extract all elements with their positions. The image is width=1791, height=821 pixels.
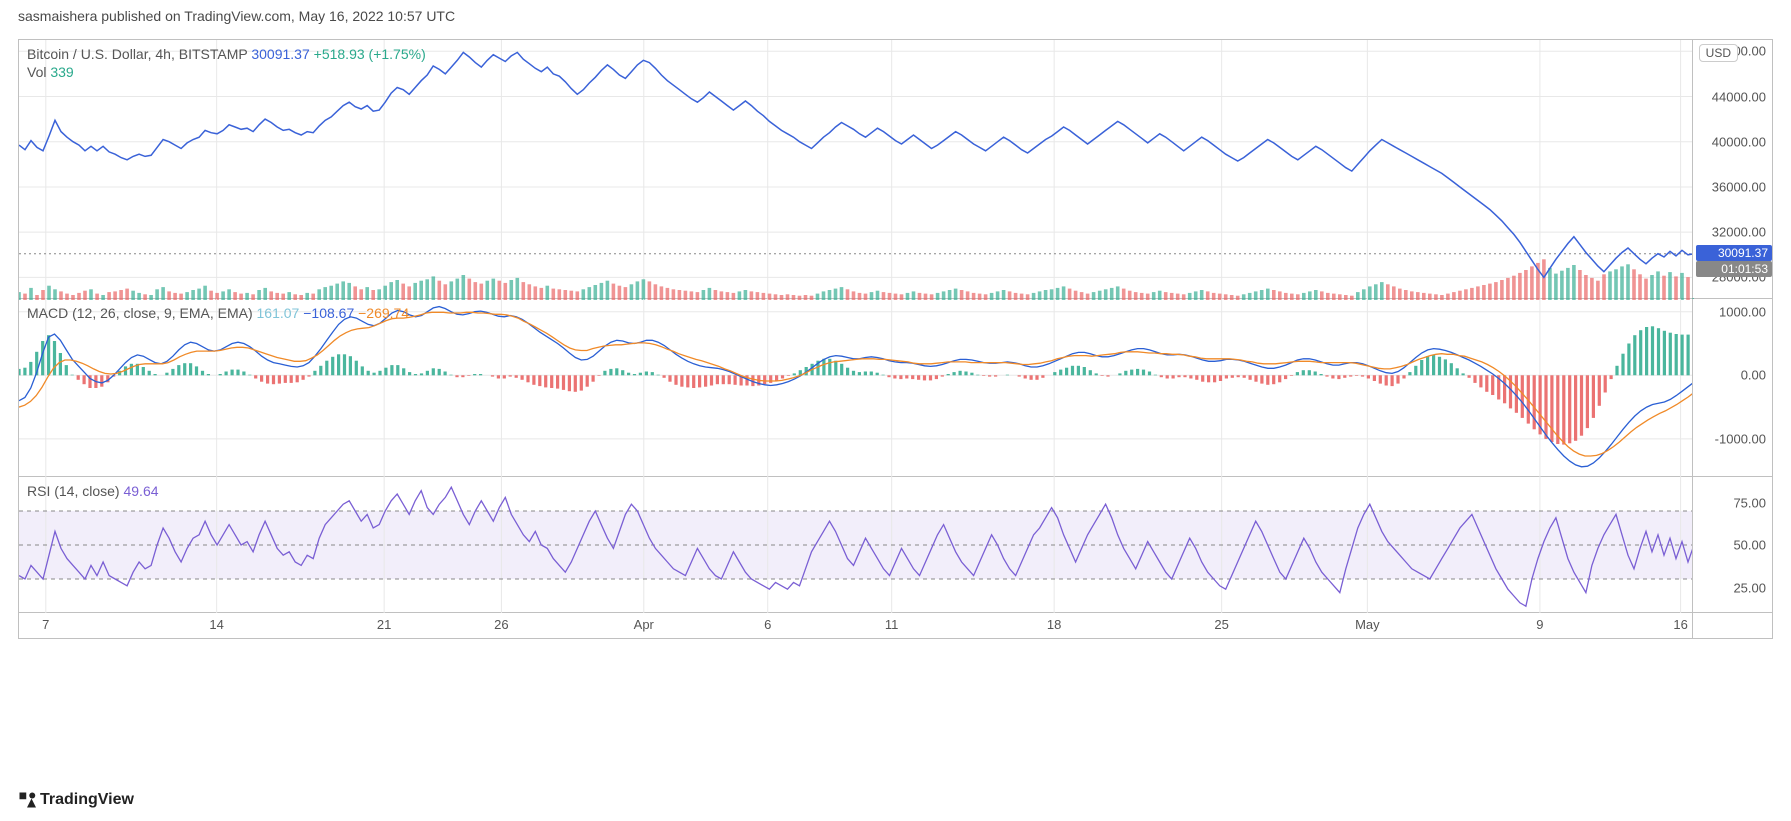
rsi-legend: RSI (14, close) 49.64 [27, 483, 159, 499]
y-tick: -1000.00 [1715, 431, 1766, 446]
price-legend: Bitcoin / U.S. Dollar, 4h, BITSTAMP 3009… [27, 46, 426, 82]
price-change: +518.93 [314, 46, 365, 62]
x-tick: 11 [885, 617, 899, 632]
rsi-title: RSI (14, close) [27, 483, 120, 499]
y-tick: 40000.00 [1712, 134, 1766, 149]
price-label-countdown: 01:01:53 [1696, 261, 1772, 277]
footer-text: TradingView [40, 791, 134, 808]
x-tick: 25 [1214, 617, 1228, 632]
x-tick: 16 [1673, 617, 1687, 632]
y-tick: 75.00 [1733, 495, 1766, 510]
y-tick: 25.00 [1733, 580, 1766, 595]
y-tick: 44000.00 [1712, 89, 1766, 104]
chart-container: USD Bitcoin / U.S. Dollar, 4h, BITSTAMP … [0, 39, 1791, 639]
rsi-pane[interactable]: RSI (14, close) 49.64 75.00 50.00 25.00 [18, 477, 1773, 613]
rsi-value: 49.64 [123, 483, 158, 499]
x-tick: 21 [377, 617, 391, 632]
rsi-chart[interactable] [19, 477, 1694, 613]
x-tick: 14 [209, 617, 223, 632]
macd-y-axis: 1000.00 0.00 -1000.00 [1692, 299, 1772, 476]
price-change-pct: (+1.75%) [369, 46, 426, 62]
macd-legend: MACD (12, 26, close, 9, EMA, EMA) 161.07… [27, 305, 409, 321]
tradingview-icon [18, 791, 36, 809]
rsi-y-axis: 75.00 50.00 25.00 [1692, 477, 1772, 612]
y-tick: 1000.00 [1719, 304, 1766, 319]
price-y-axis: 48000.0044000.0040000.0036000.0032000.00… [1692, 40, 1772, 298]
x-tick: 26 [494, 617, 508, 632]
footer-branding: TradingView [18, 791, 134, 809]
price-last: 30091.37 [251, 46, 309, 62]
x-tick: 7 [42, 617, 49, 632]
price-pane[interactable]: USD Bitcoin / U.S. Dollar, 4h, BITSTAMP … [18, 39, 1773, 299]
x-tick: 9 [1536, 617, 1543, 632]
macd-v3: −269.74 [358, 305, 409, 321]
y-tick: 32000.00 [1712, 225, 1766, 240]
x-axis: 7 14 21 26 Apr 6 11 18 25 May 9 16 [18, 613, 1773, 639]
macd-v1: 161.07 [257, 305, 300, 321]
x-tick: May [1355, 617, 1380, 632]
vol-value: 339 [50, 64, 73, 80]
x-tick: 6 [764, 617, 771, 632]
y-tick: 50.00 [1733, 538, 1766, 553]
x-tick: 18 [1047, 617, 1061, 632]
y-tick: 0.00 [1741, 368, 1766, 383]
vol-label: Vol [27, 64, 46, 80]
macd-v2: −108.67 [303, 305, 354, 321]
currency-badge[interactable]: USD [1699, 44, 1738, 62]
price-title: Bitcoin / U.S. Dollar, 4h, BITSTAMP [27, 46, 247, 62]
x-tick: Apr [634, 617, 654, 632]
macd-title: MACD (12, 26, close, 9, EMA, EMA) [27, 305, 253, 321]
price-label-last: 30091.37 [1696, 245, 1772, 261]
y-tick: 36000.00 [1712, 179, 1766, 194]
header-text: sasmaishera published on TradingView.com… [0, 0, 1791, 33]
macd-chart[interactable] [19, 299, 1694, 477]
macd-pane[interactable]: MACD (12, 26, close, 9, EMA, EMA) 161.07… [18, 299, 1773, 477]
